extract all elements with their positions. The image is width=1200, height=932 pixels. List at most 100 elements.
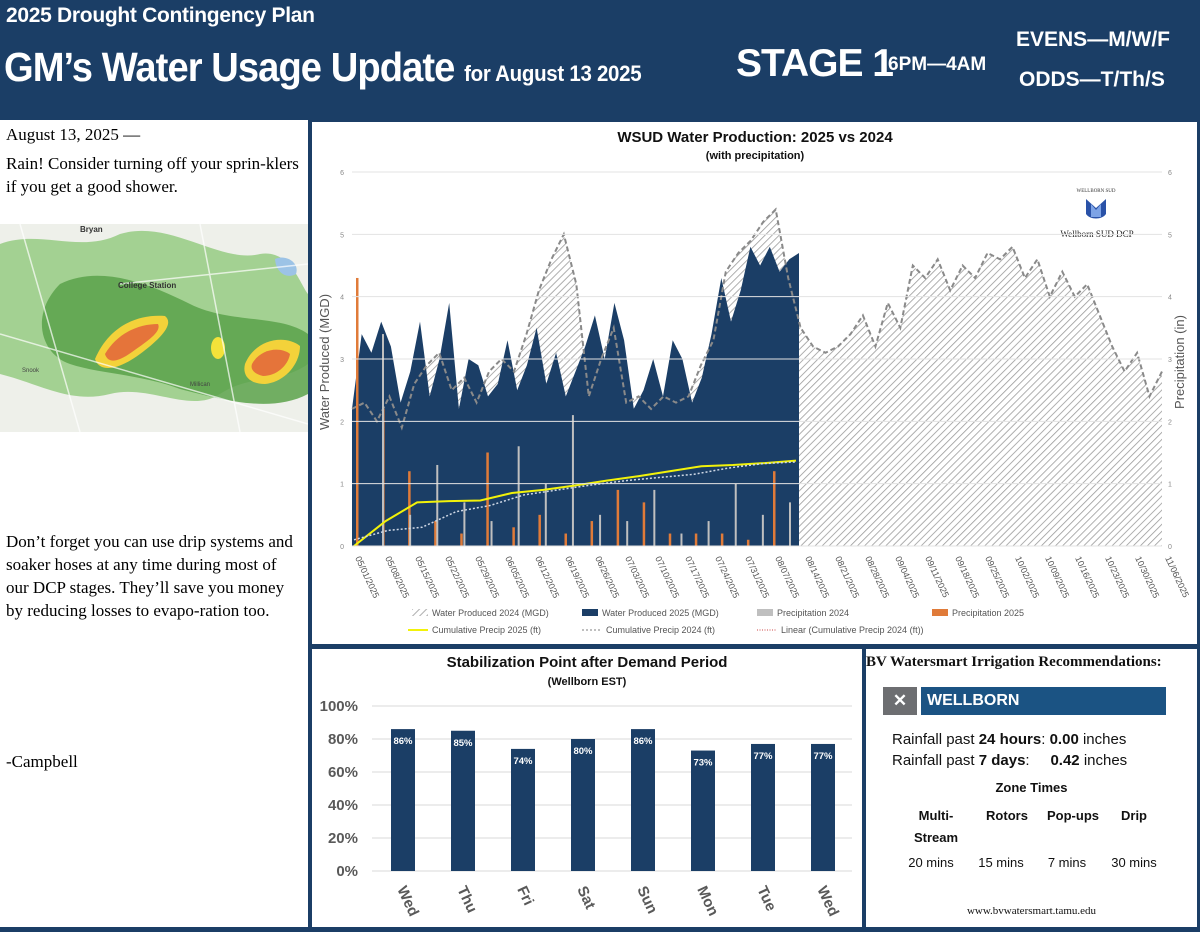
production-y-axis-label: Water Produced (MGD) (317, 294, 332, 430)
notes-panel: August 13, 2025 — Rain! Consider turning… (0, 120, 308, 927)
production-y-tick: 4 (340, 295, 344, 302)
precip-2025-bar (460, 533, 463, 546)
logo-top-text: WELLBORN SUD (1076, 189, 1115, 194)
watering-hours: 6PM—4AM (888, 54, 987, 75)
precip-2025-bar (512, 527, 515, 546)
precip-2025-bar (642, 502, 646, 546)
precip-2024-bar (761, 514, 764, 546)
note-drip: Don’t forget you can use drip systems an… (6, 532, 293, 620)
precip-2024-bar (789, 502, 791, 546)
production-chart-title: WSUD Water Production: 2025 vs 2024 (617, 129, 893, 146)
rain-7d-unit: inches (1083, 752, 1128, 769)
stabilization-category-label: Wed (813, 884, 842, 920)
stabilization-data-label: 74% (513, 756, 533, 767)
evens-schedule: EVENS—M/W/F (1016, 28, 1171, 51)
production-y2-tick: 1 (1168, 482, 1172, 489)
production-x-tick: 07/24/2025 (713, 555, 741, 600)
precip-2024-bar (680, 533, 683, 546)
legend-label: Cumulative Precip 2025 (ft) (432, 625, 541, 635)
stabilization-y-tick: 40% (328, 797, 358, 814)
stabilization-data-label: 77% (753, 751, 773, 762)
production-y-tick: 2 (340, 419, 344, 426)
wellborn-logo: WELLBORN SUD Wellborn SUD DCP (1060, 189, 1133, 239)
bv-url[interactable]: www.bvwatersmart.tamu.edu (966, 905, 1097, 917)
legend-label: Water Produced 2024 (MGD) (432, 608, 549, 618)
stabilization-bar (691, 750, 715, 871)
zone-val-drip: 30 mins (1111, 855, 1157, 870)
production-x-tick: 05/15/2025 (413, 555, 441, 600)
precip-2025-bar (356, 277, 359, 546)
zone-col-drip: Drip (1121, 808, 1147, 823)
precip-2025-bar (694, 533, 698, 546)
rain-7d-period: 7 days (978, 752, 1026, 769)
production-x-tick: 09/04/2025 (893, 555, 921, 600)
production-y2-tick: 5 (1168, 232, 1172, 239)
page-title: GM’s Water Usage Update for August 13 20… (4, 44, 642, 91)
rain-7d-line: Rainfall past 7 days: 0.42 inches (892, 752, 1128, 769)
legend-swatch-precip-2024 (757, 609, 773, 616)
stabilization-category-label: Fri (513, 884, 537, 909)
series-2025-area (352, 246, 799, 547)
stabilization-category-label: Mon (693, 884, 721, 919)
close-icon[interactable]: ✕ (883, 687, 917, 715)
legend-swatch-2024 (412, 609, 428, 616)
production-x-tick: 10/09/2025 (1043, 555, 1071, 600)
cumulative-2024-line (353, 461, 797, 541)
stabilization-bar (811, 743, 835, 871)
production-x-tick: 07/31/2025 (743, 555, 771, 600)
location-bar: WELLBORN (921, 687, 1166, 715)
legend-label: Cumulative Precip 2024 (ft) (606, 625, 715, 635)
production-x-tick: 05/22/2025 (443, 555, 471, 600)
production-x-tick: 10/30/2025 (1133, 555, 1161, 600)
rain-24h-line: Rainfall past 24 hours: 0.00 inches (892, 731, 1127, 748)
stabilization-chart: Stabilization Point after Demand Period … (320, 654, 852, 920)
production-chart-panel: WSUD Water Production: 2025 vs 2024 (wit… (312, 122, 1197, 644)
production-x-tick: 08/28/2025 (863, 555, 891, 600)
precip-2024-bar (463, 502, 466, 546)
stabilization-bar (451, 730, 475, 871)
legend-label: Precipitation 2025 (952, 608, 1024, 618)
production-x-tick: 10/02/2025 (1013, 555, 1041, 600)
precip-2024-bar (382, 334, 384, 546)
production-y2-tick: 6 (1168, 170, 1172, 177)
map-label-bryan: Bryan (80, 225, 103, 234)
precip-2024-bar (409, 514, 412, 546)
stabilization-data-label: 85% (453, 738, 473, 749)
precip-2025-bar (720, 533, 724, 546)
odds-schedule: ODDS—T/Th/S (1019, 68, 1165, 91)
production-x-tick: 08/07/2025 (773, 555, 801, 600)
note-date: August 13, 2025 — (6, 125, 141, 144)
stabilization-y-tick: 100% (320, 698, 358, 715)
precip-2024-bar (707, 521, 710, 546)
stabilization-category-label: Sun (633, 884, 660, 917)
legend-label: Water Produced 2025 (MGD) (602, 608, 719, 618)
production-x-tick: 07/10/2025 (653, 555, 681, 600)
production-x-tick: 10/16/2025 (1073, 555, 1101, 600)
precip-2024-bar (599, 514, 602, 546)
production-chart: WSUD Water Production: 2025 vs 2024 (wit… (317, 129, 1191, 635)
zone-val-rotors: 15 mins (978, 855, 1024, 870)
stabilization-bar (391, 729, 415, 871)
production-y-tick: 6 (340, 170, 344, 177)
series-2024-line (351, 207, 1163, 431)
note-rain: Rain! Consider turning off your sprin-kl… (6, 154, 299, 196)
rain-7d-prefix: Rainfall past (892, 752, 979, 769)
rain-24h-value: 0.00 (1049, 731, 1079, 748)
rain-24h-prefix: Rainfall past (892, 731, 979, 748)
rain-24h-period: 24 hours (978, 731, 1042, 748)
radar-map: Bryan College Station Snook Millican (0, 224, 308, 432)
zone-times-header: Zone Times (995, 780, 1068, 795)
precip-2024-bar (571, 415, 574, 546)
precip-2025-bar (746, 539, 750, 546)
production-y2-axis-label: Precipitation (in) (1172, 315, 1187, 409)
stabilization-bar (751, 743, 775, 871)
production-x-tick: 08/21/2025 (833, 555, 861, 600)
rain-24h-unit: inches (1082, 731, 1127, 748)
legend-swatch-2025 (582, 609, 598, 616)
signature: -Campbell (6, 752, 78, 771)
stabilization-data-label: 77% (813, 751, 833, 762)
stabilization-bar (631, 729, 655, 871)
stabilization-category-label: Thu (453, 884, 480, 916)
zone-val-multistream: 20 mins (908, 855, 954, 870)
precip-2024-bar (436, 464, 439, 546)
